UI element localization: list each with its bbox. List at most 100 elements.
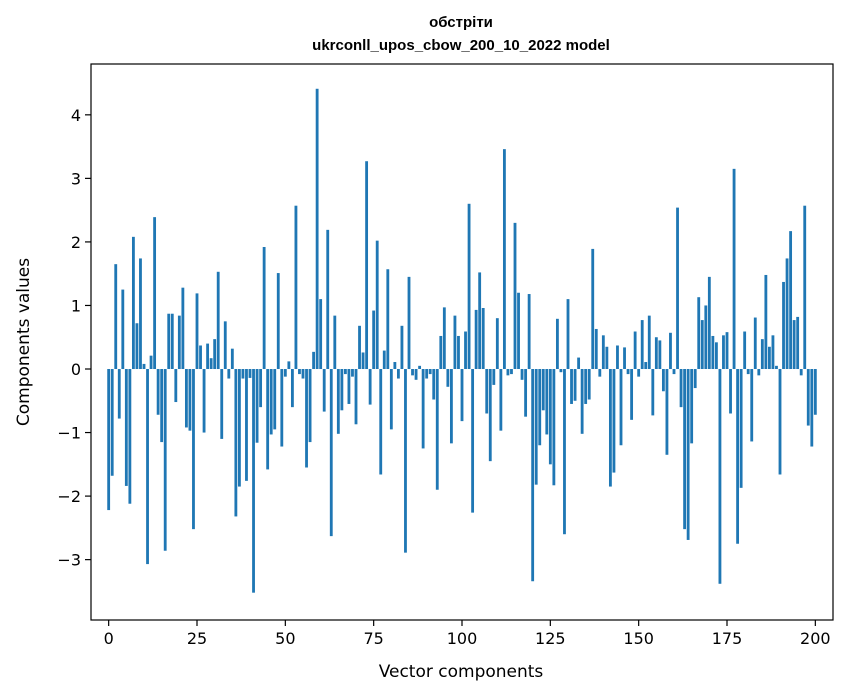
bar-156: [658, 340, 662, 369]
bar-192: [785, 258, 789, 369]
bar-167: [697, 297, 701, 369]
bars-group: [107, 88, 817, 593]
bar-200: [813, 369, 817, 415]
bar-43: [259, 369, 263, 408]
bar-78: [382, 350, 386, 370]
bar-172: [714, 342, 718, 370]
y-tick-label: −3: [57, 551, 81, 570]
y-axis-label: Components values: [14, 258, 34, 426]
bar-171: [711, 335, 715, 369]
bar-126: [552, 369, 556, 486]
bar-86: [411, 369, 414, 376]
y-tick-label: −1: [57, 424, 81, 443]
bar-48: [276, 273, 280, 370]
bar-133: [577, 357, 581, 370]
bar-77: [379, 369, 383, 475]
bar-124: [545, 369, 549, 435]
x-tick-label: 175: [712, 629, 743, 648]
bar-3: [117, 369, 121, 419]
bar-29: [209, 358, 213, 369]
bar-177: [732, 168, 736, 370]
bar-120: [531, 369, 535, 582]
bar-134: [580, 369, 584, 434]
bar-107: [485, 369, 489, 414]
bar-75: [372, 310, 376, 370]
bar-70: [354, 369, 358, 425]
bar-101: [464, 331, 467, 370]
bar-180: [743, 331, 747, 370]
bar-60: [319, 299, 323, 370]
bar-17: [167, 313, 171, 369]
bar-182: [750, 369, 754, 442]
bar-34: [227, 369, 231, 379]
bar-79: [386, 269, 390, 369]
bar-36: [234, 369, 238, 517]
bar-191: [782, 281, 785, 369]
bar-99: [457, 335, 460, 369]
bar-112: [502, 149, 506, 370]
bar-41: [252, 369, 255, 593]
bar-194: [792, 320, 796, 370]
bar-97: [449, 369, 453, 444]
bar-110: [495, 318, 499, 369]
bar-144: [616, 345, 619, 369]
bar-118: [524, 369, 528, 417]
bar-157: [661, 369, 665, 392]
bar-94: [439, 335, 443, 369]
bar-14: [156, 369, 160, 415]
bar-64: [333, 315, 337, 370]
bar-166: [693, 369, 697, 389]
bar-6: [128, 369, 132, 504]
bar-183: [753, 317, 757, 370]
bar-9: [139, 258, 142, 369]
bar-24: [192, 369, 195, 530]
bar-117: [520, 369, 524, 380]
bar-55: [301, 369, 305, 379]
bar-66: [340, 369, 344, 411]
bar-89: [421, 369, 425, 449]
x-axis-ticks: 0 25 50 75 100 125 150 175 200: [104, 620, 831, 648]
bar-115: [513, 222, 517, 370]
bar-56: [305, 369, 308, 468]
bar-51: [287, 361, 291, 370]
bar-128: [559, 369, 563, 373]
bar-85: [407, 276, 411, 370]
x-tick-label: 200: [800, 629, 831, 648]
bar-20: [177, 315, 181, 370]
x-tick-label: 150: [623, 629, 654, 648]
bar-109: [492, 369, 496, 385]
bar-12: [149, 355, 153, 369]
bar-30: [213, 339, 217, 370]
bar-31: [216, 271, 220, 370]
bar-4: [121, 289, 125, 370]
bar-68: [347, 369, 351, 404]
bar-25: [195, 293, 199, 370]
bar-13: [153, 217, 157, 370]
bar-72: [361, 352, 365, 369]
bar-69: [351, 369, 354, 377]
bar-7: [131, 236, 135, 370]
bar-148: [630, 369, 634, 420]
bar-146: [623, 347, 626, 369]
bar-184: [757, 369, 761, 376]
bar-188: [771, 335, 775, 370]
bar-98: [453, 315, 457, 370]
bar-15: [160, 369, 164, 443]
bar-65: [336, 369, 340, 434]
bar-173: [718, 369, 722, 584]
bar-95: [442, 307, 446, 370]
bar-73: [365, 161, 369, 370]
bar-140: [601, 335, 605, 370]
bar-190: [778, 369, 782, 475]
bar-158: [665, 369, 669, 455]
bar-5: [124, 369, 128, 486]
bar-27: [202, 369, 206, 433]
bar-49: [280, 369, 284, 447]
bar-181: [746, 369, 750, 375]
bar-141: [605, 346, 609, 370]
bar-87: [414, 369, 418, 380]
bar-84: [404, 369, 407, 553]
bar-193: [789, 231, 793, 370]
bar-104: [474, 309, 478, 369]
bar-21: [181, 287, 185, 369]
